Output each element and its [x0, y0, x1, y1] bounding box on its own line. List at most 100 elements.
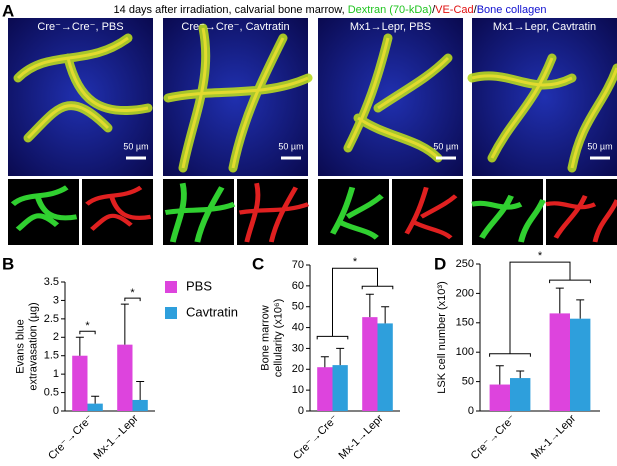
bar [489, 384, 510, 411]
red-vessel [238, 182, 310, 243]
title-part: 14 days after irradiation, calvarial bon… [114, 4, 348, 16]
y-tick-label: 0.5 [44, 386, 59, 398]
error-bar [381, 306, 390, 324]
green-vessel [330, 186, 384, 240]
error-bar [120, 303, 129, 345]
vessel-core [167, 27, 309, 169]
significance-bracket [332, 267, 378, 337]
panel-letter: C [252, 254, 264, 273]
y-tick-label: 20 [292, 363, 304, 375]
scale-label: 50 µm [278, 141, 303, 151]
significance-bracket [509, 261, 571, 354]
bar [549, 313, 570, 411]
significance-star: * [538, 250, 543, 262]
title-part: VE-Cad [435, 4, 474, 16]
y-tick-label: 1 [53, 368, 59, 380]
red-vessel [404, 186, 458, 240]
panel-letter: B [2, 254, 14, 273]
bar [317, 367, 333, 411]
x-tick-label: Mx-1→Lepr [337, 412, 386, 461]
significance-bracket [124, 297, 141, 302]
significance-star: * [130, 287, 135, 299]
micrograph [8, 18, 153, 176]
bar [510, 378, 531, 411]
vessel-core [16, 36, 149, 140]
bar [132, 399, 148, 411]
significance-star: * [353, 256, 358, 268]
y-tick-label: 0 [298, 405, 304, 417]
y-tick-label: 1.5 [44, 350, 59, 362]
bar [87, 403, 103, 411]
bar [362, 317, 378, 411]
error-bar [365, 293, 374, 318]
y-tick-label: 60 [292, 280, 304, 292]
y-axis-label: LSK cell number (x10³) [436, 281, 448, 394]
image-grid: Cre⁻→Cre⁻, PBS 50 µm Cre⁻→Cre⁻, Cavtratin 5… [8, 18, 617, 245]
legend-swatch [165, 307, 177, 319]
panel-letter: A [2, 1, 14, 20]
error-bar [336, 347, 345, 366]
x-tick-label: Cre⁻→Cre⁻ [291, 413, 341, 463]
red-vessel [85, 185, 152, 231]
error-bar [495, 365, 504, 385]
y-tick-label: 2.5 [44, 313, 59, 325]
error-bar [136, 381, 145, 400]
legend-swatch [165, 281, 177, 293]
panel-letter: D [434, 254, 446, 273]
y-tick-label: 3.5 [44, 276, 59, 288]
panel-label: Cre⁻→Cre⁻, PBS [37, 21, 123, 33]
bar [72, 355, 88, 411]
y-tick-label: 2 [53, 331, 59, 343]
bar [117, 344, 133, 411]
vessel-core [471, 57, 617, 169]
y-axis-label: extravasation (µg) [27, 302, 39, 390]
y-tick-label: 150 [456, 317, 474, 329]
y-axis-label: Bone marrow [259, 305, 271, 370]
error-bar [555, 287, 564, 314]
error-bar [75, 336, 84, 356]
x-tick-label: Cre⁻→Cre⁻ [469, 413, 519, 463]
panel-title: 14 days after irradiation, calvarial bon… [114, 4, 547, 16]
legend-label: PBS [186, 278, 212, 293]
y-tick-label: 100 [456, 346, 474, 358]
x-tick-label: Cre⁻→Cre⁻ [46, 413, 96, 463]
y-axis-label: cellularity (x10⁶) [272, 299, 284, 378]
title-part: Dextran (70-kDa) [348, 4, 432, 16]
y-tick-label: 10 [292, 384, 304, 396]
y-tick-label: 30 [292, 342, 304, 354]
panel-label: Mx1→Lepr, PBS [350, 21, 431, 33]
red-vessel [545, 195, 617, 243]
green-vessel [471, 194, 546, 243]
title-part: / [432, 4, 436, 16]
significance-bracket [79, 330, 96, 335]
y-tick-label: 0 [468, 405, 474, 417]
y-tick-label: 70 [292, 259, 304, 271]
panel-label: Cre⁻→Cre⁻, Cavtratin [181, 21, 289, 33]
error-bar [516, 370, 525, 379]
scale-label: 50 µm [123, 141, 148, 151]
y-tick-label: 50 [462, 376, 474, 388]
legend-label: Cavtratin [186, 304, 238, 319]
y-tick-label: 200 [456, 287, 474, 299]
x-tick-label: Mx-1→Lepr [92, 412, 141, 461]
y-tick-label: 3 [53, 294, 59, 306]
error-bar [576, 299, 585, 319]
y-tick-label: 250 [456, 258, 474, 270]
green-vessel [164, 182, 236, 243]
error-bar [91, 395, 100, 404]
error-bar [320, 356, 329, 368]
bar [377, 323, 393, 411]
y-tick-label: 40 [292, 321, 304, 333]
vessel-core [346, 37, 450, 160]
title-part: / [474, 4, 478, 16]
scale-label: 50 µm [587, 141, 612, 151]
title-part: Bone collagen [477, 4, 547, 16]
panel-label: Mx1→Lepr, Cavtratin [493, 21, 596, 33]
y-tick-label: 50 [292, 301, 304, 313]
y-tick-label: 0 [53, 405, 59, 417]
bar [570, 318, 591, 411]
y-axis-label: Evans blue [14, 319, 26, 373]
scale-label: 50 µm [433, 141, 458, 151]
green-vessel [10, 185, 78, 232]
